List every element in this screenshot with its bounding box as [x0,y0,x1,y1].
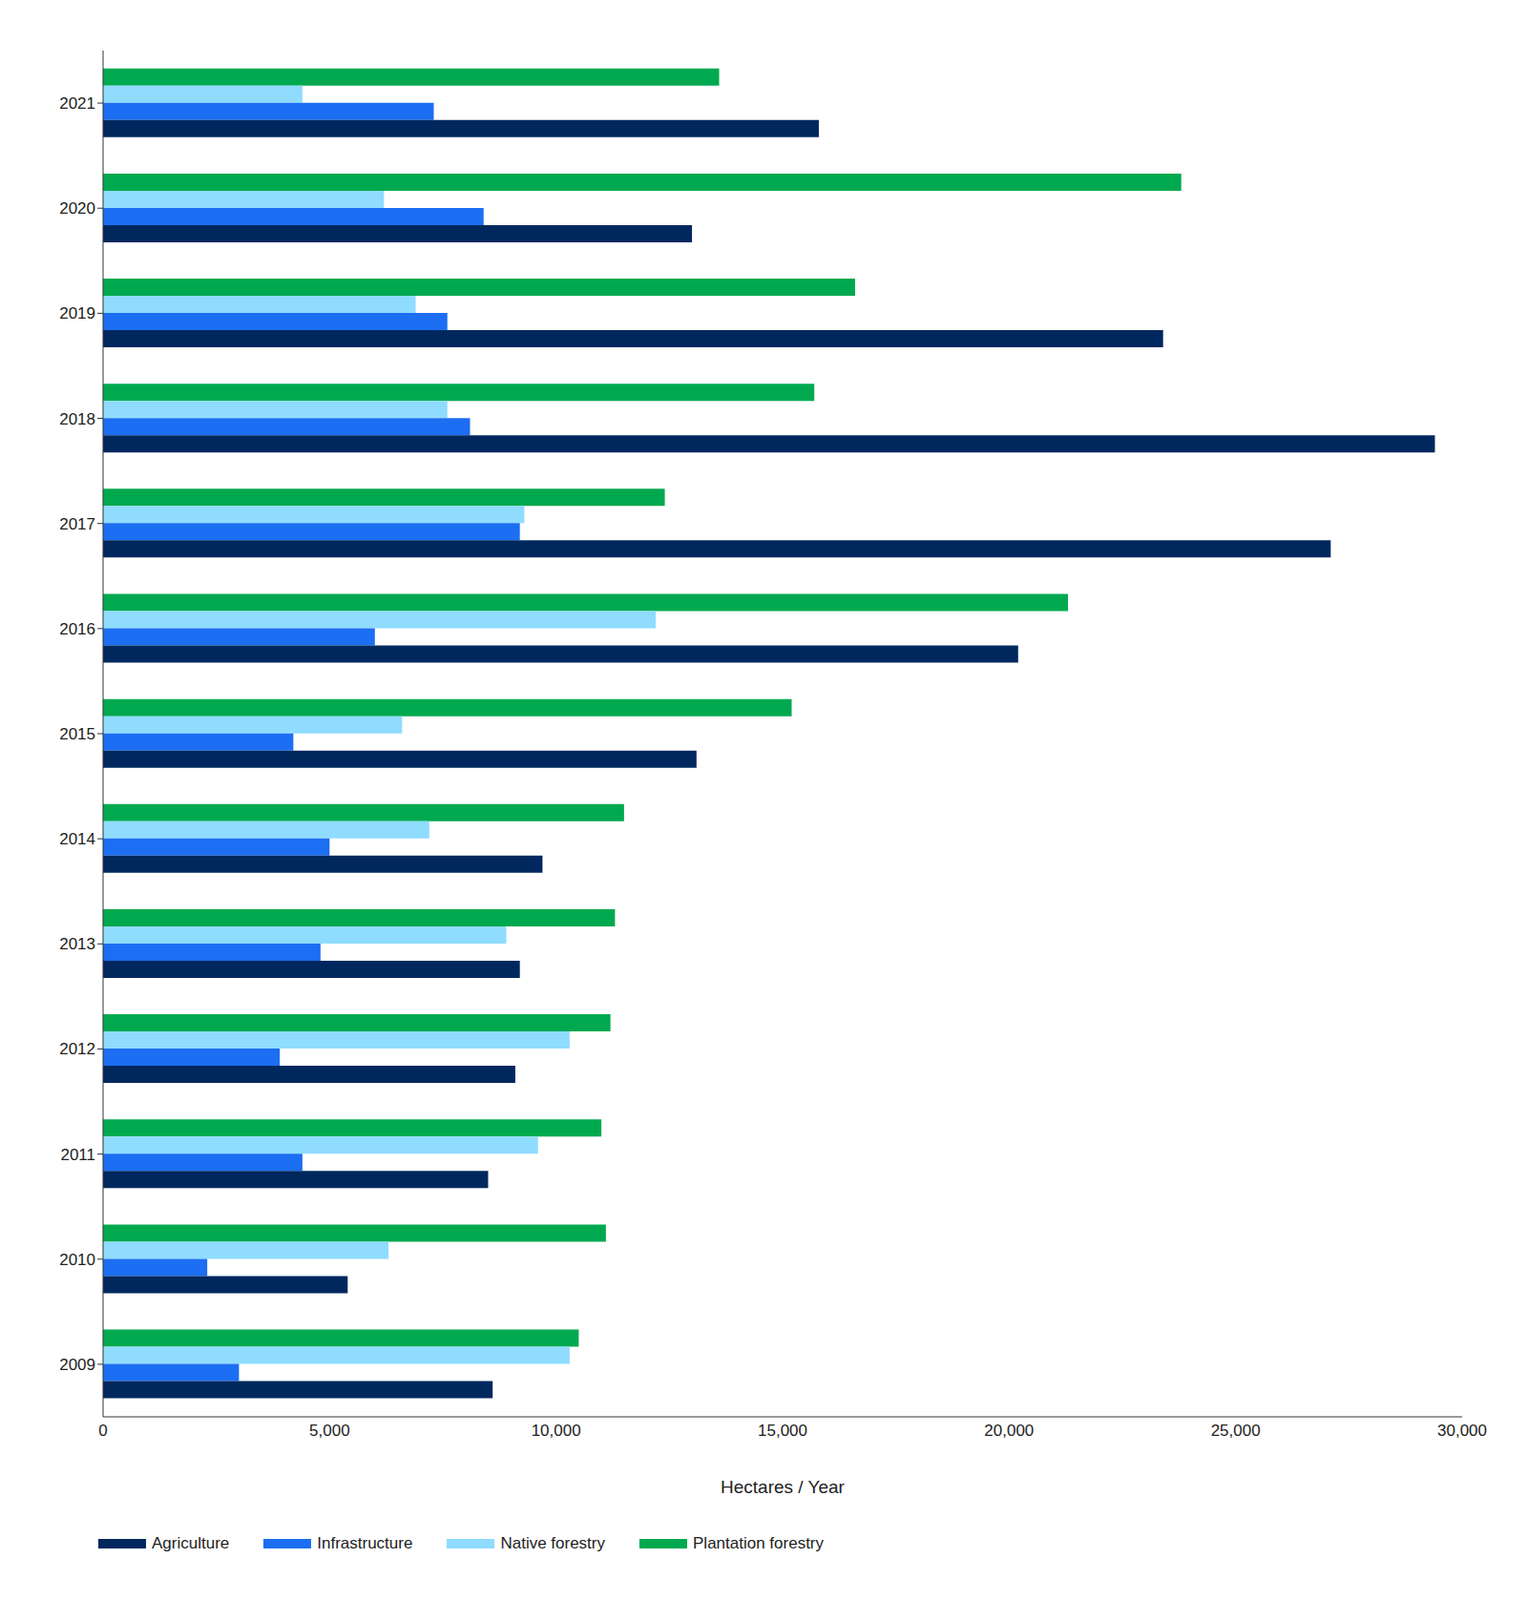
svg-text:2021: 2021 [59,94,96,113]
html-text:Plantation forestry: Plantation forestry [692,1534,824,1553]
svg-text:2020: 2020 [59,199,96,218]
svg-text:2013: 2013 [59,935,96,954]
svg-text:0: 0 [98,1422,107,1441]
svg-text:2016: 2016 [59,620,96,639]
html-text:Agriculture: Agriculture [151,1534,230,1553]
svg-text:30,000: 30,000 [1437,1422,1487,1441]
svg-text:2015: 2015 [59,725,96,744]
svg-text:2010: 2010 [59,1251,96,1270]
svg-text:10,000: 10,000 [531,1422,582,1441]
svg-text:5,000: 5,000 [309,1422,351,1441]
svg-text:2011: 2011 [60,1146,96,1165]
svg-text:2012: 2012 [59,1040,96,1059]
svg-text:Hectares / Year: Hectares / Year [720,1477,846,1498]
svg-text:25,000: 25,000 [1211,1422,1261,1441]
svg-text:2018: 2018 [59,410,96,429]
html-text:Infrastructure: Infrastructure [317,1534,413,1553]
svg-text:15,000: 15,000 [757,1422,808,1441]
svg-text:2019: 2019 [59,304,96,323]
svg-text:2014: 2014 [59,830,96,849]
svg-text:2009: 2009 [59,1356,96,1375]
svg-text:20,000: 20,000 [983,1422,1034,1441]
html-text:Native forestry: Native forestry [500,1534,606,1553]
svg-text:2017: 2017 [59,515,96,534]
